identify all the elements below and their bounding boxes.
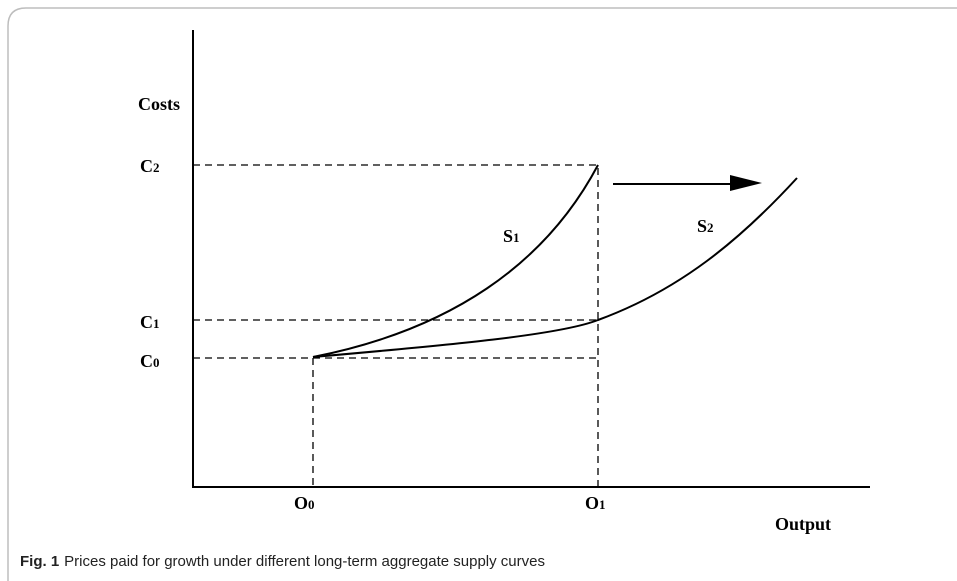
guide-c2 bbox=[193, 164, 599, 487]
curve-s2 bbox=[312, 177, 798, 358]
caption: Fig. 1 Prices paid for growth under diffe… bbox=[20, 553, 545, 570]
curve-label: S2 bbox=[697, 216, 714, 236]
x-axis-label: Output bbox=[775, 514, 831, 534]
output-label: O1 bbox=[585, 493, 606, 513]
cost-label: C2 bbox=[140, 156, 160, 176]
cost-label: C1 bbox=[140, 312, 160, 332]
output-label: O0 bbox=[294, 493, 315, 513]
arrow-head bbox=[730, 175, 762, 191]
cost-label: C0 bbox=[140, 351, 160, 371]
y-axis-label: Costs bbox=[138, 94, 180, 114]
frame bbox=[7, 7, 957, 581]
curve-label: S1 bbox=[503, 226, 520, 246]
curve-s1 bbox=[312, 164, 599, 358]
